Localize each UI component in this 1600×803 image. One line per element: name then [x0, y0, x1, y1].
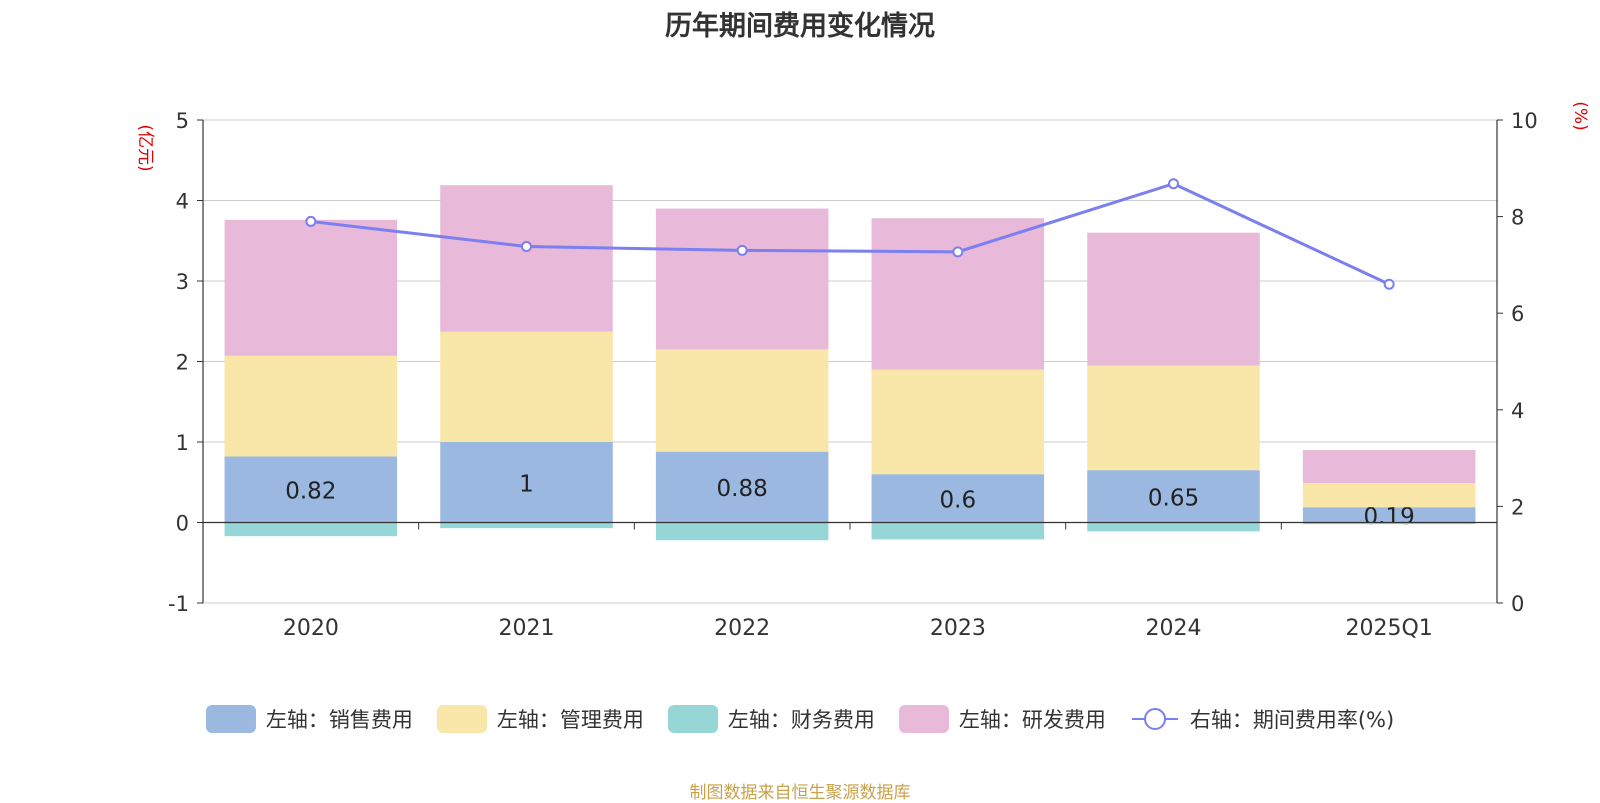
- legend-line-icon: [1131, 708, 1178, 730]
- category-label: 2024: [1146, 616, 1202, 641]
- left-axis-unit-label: (亿元): [135, 124, 155, 171]
- left-axis-tick-label: -1: [168, 592, 189, 616]
- rate-point: [952, 246, 964, 258]
- bar-segment: [871, 218, 1045, 370]
- legend-item[interactable]: 左轴：财务费用: [667, 704, 875, 734]
- legend-item[interactable]: 左轴：管理费用: [436, 704, 644, 734]
- legend-item[interactable]: 左轴：研发费用: [898, 704, 1106, 734]
- legend: 左轴：销售费用 左轴：管理费用 左轴：财务费用 左轴：研发费用 右轴：期间费用率(%): [0, 704, 1600, 734]
- legend-swatch: [436, 705, 487, 733]
- legend-swatch: [898, 705, 949, 733]
- rate-line: [310, 182, 1390, 286]
- left-axis-tick-label: 3: [176, 270, 189, 294]
- bar-segment: [440, 331, 613, 442]
- left-axis-tick-label: 0: [176, 512, 189, 536]
- bar-segment: [871, 369, 1045, 475]
- rate-point: [736, 244, 748, 256]
- left-axis-tick-label: 2: [176, 351, 189, 375]
- bar-segment: [1302, 483, 1476, 508]
- bar-segment: [224, 219, 398, 356]
- right-axis-tick-label: 0: [1511, 592, 1524, 616]
- bar-data-label: 0.6: [940, 487, 977, 513]
- bar-segment: [655, 522, 829, 541]
- bar-segment: [1087, 522, 1260, 532]
- rate-point: [1168, 178, 1179, 190]
- legend-label: 右轴：期间费用率(%): [1189, 708, 1395, 732]
- left-axis-tick-label: 4: [176, 190, 189, 214]
- right-axis-tick-label: 6: [1511, 302, 1524, 326]
- right-axis-tick-label: 4: [1511, 399, 1524, 423]
- right-axis-unit-label: (%): [1570, 101, 1590, 130]
- bar-segment: [655, 208, 829, 350]
- bar-data-label: 1: [519, 471, 534, 497]
- category-label: 2021: [499, 616, 555, 641]
- legend-swatch: [205, 705, 256, 733]
- rate-point: [521, 241, 532, 253]
- category-label: 2025Q1: [1346, 616, 1433, 641]
- category-label: 2023: [930, 616, 986, 641]
- bar-segment: [1087, 232, 1260, 366]
- bar-data-label: 0.82: [285, 478, 336, 504]
- legend-item[interactable]: 右轴：期间费用率(%): [1130, 704, 1394, 734]
- bar-data-label: 0.19: [1364, 504, 1415, 530]
- bar-segment: [1087, 365, 1260, 471]
- bar-segment: [224, 456, 398, 523]
- bar-segment: [655, 451, 829, 523]
- legend-swatch: [667, 705, 718, 733]
- right-axis-tick-label: 8: [1511, 206, 1524, 230]
- bar-segment: [224, 522, 398, 537]
- bar-segment: [1302, 522, 1476, 525]
- category-label: 2020: [283, 616, 339, 641]
- right-axis-tick-label: 10: [1511, 109, 1538, 133]
- bar-segment: [440, 185, 613, 332]
- legend-label: 左轴：管理费用: [496, 708, 644, 732]
- legend-label: 左轴：销售费用: [265, 708, 413, 732]
- source-note: 制图数据来自恒生聚源数据库: [689, 783, 911, 803]
- bar-segment: [440, 442, 613, 523]
- legend-item[interactable]: 左轴：销售费用: [205, 704, 413, 734]
- category-label: 2022: [714, 616, 770, 641]
- bar-segment: [871, 522, 1045, 540]
- bar-segment: [655, 349, 829, 452]
- bar-segment: [224, 355, 398, 457]
- right-axis-tick-label: 2: [1511, 495, 1524, 519]
- rate-point: [305, 215, 317, 227]
- bar-segment: [440, 522, 613, 529]
- legend-label: 左轴：研发费用: [958, 708, 1106, 732]
- bar-data-label: 0.65: [1148, 485, 1199, 511]
- left-axis-tick-label: 5: [176, 109, 189, 133]
- bar-segment: [1302, 507, 1476, 523]
- legend-label: 左轴：财务费用: [727, 708, 875, 732]
- rate-point: [1383, 278, 1395, 290]
- bar-segment: [871, 474, 1045, 523]
- chart-title: 历年期间费用变化情况: [665, 11, 935, 42]
- bar-data-label: 0.88: [717, 476, 768, 502]
- bar-segment: [1087, 470, 1260, 523]
- left-axis-tick-label: 1: [176, 431, 189, 455]
- bar-segment: [1302, 450, 1476, 484]
